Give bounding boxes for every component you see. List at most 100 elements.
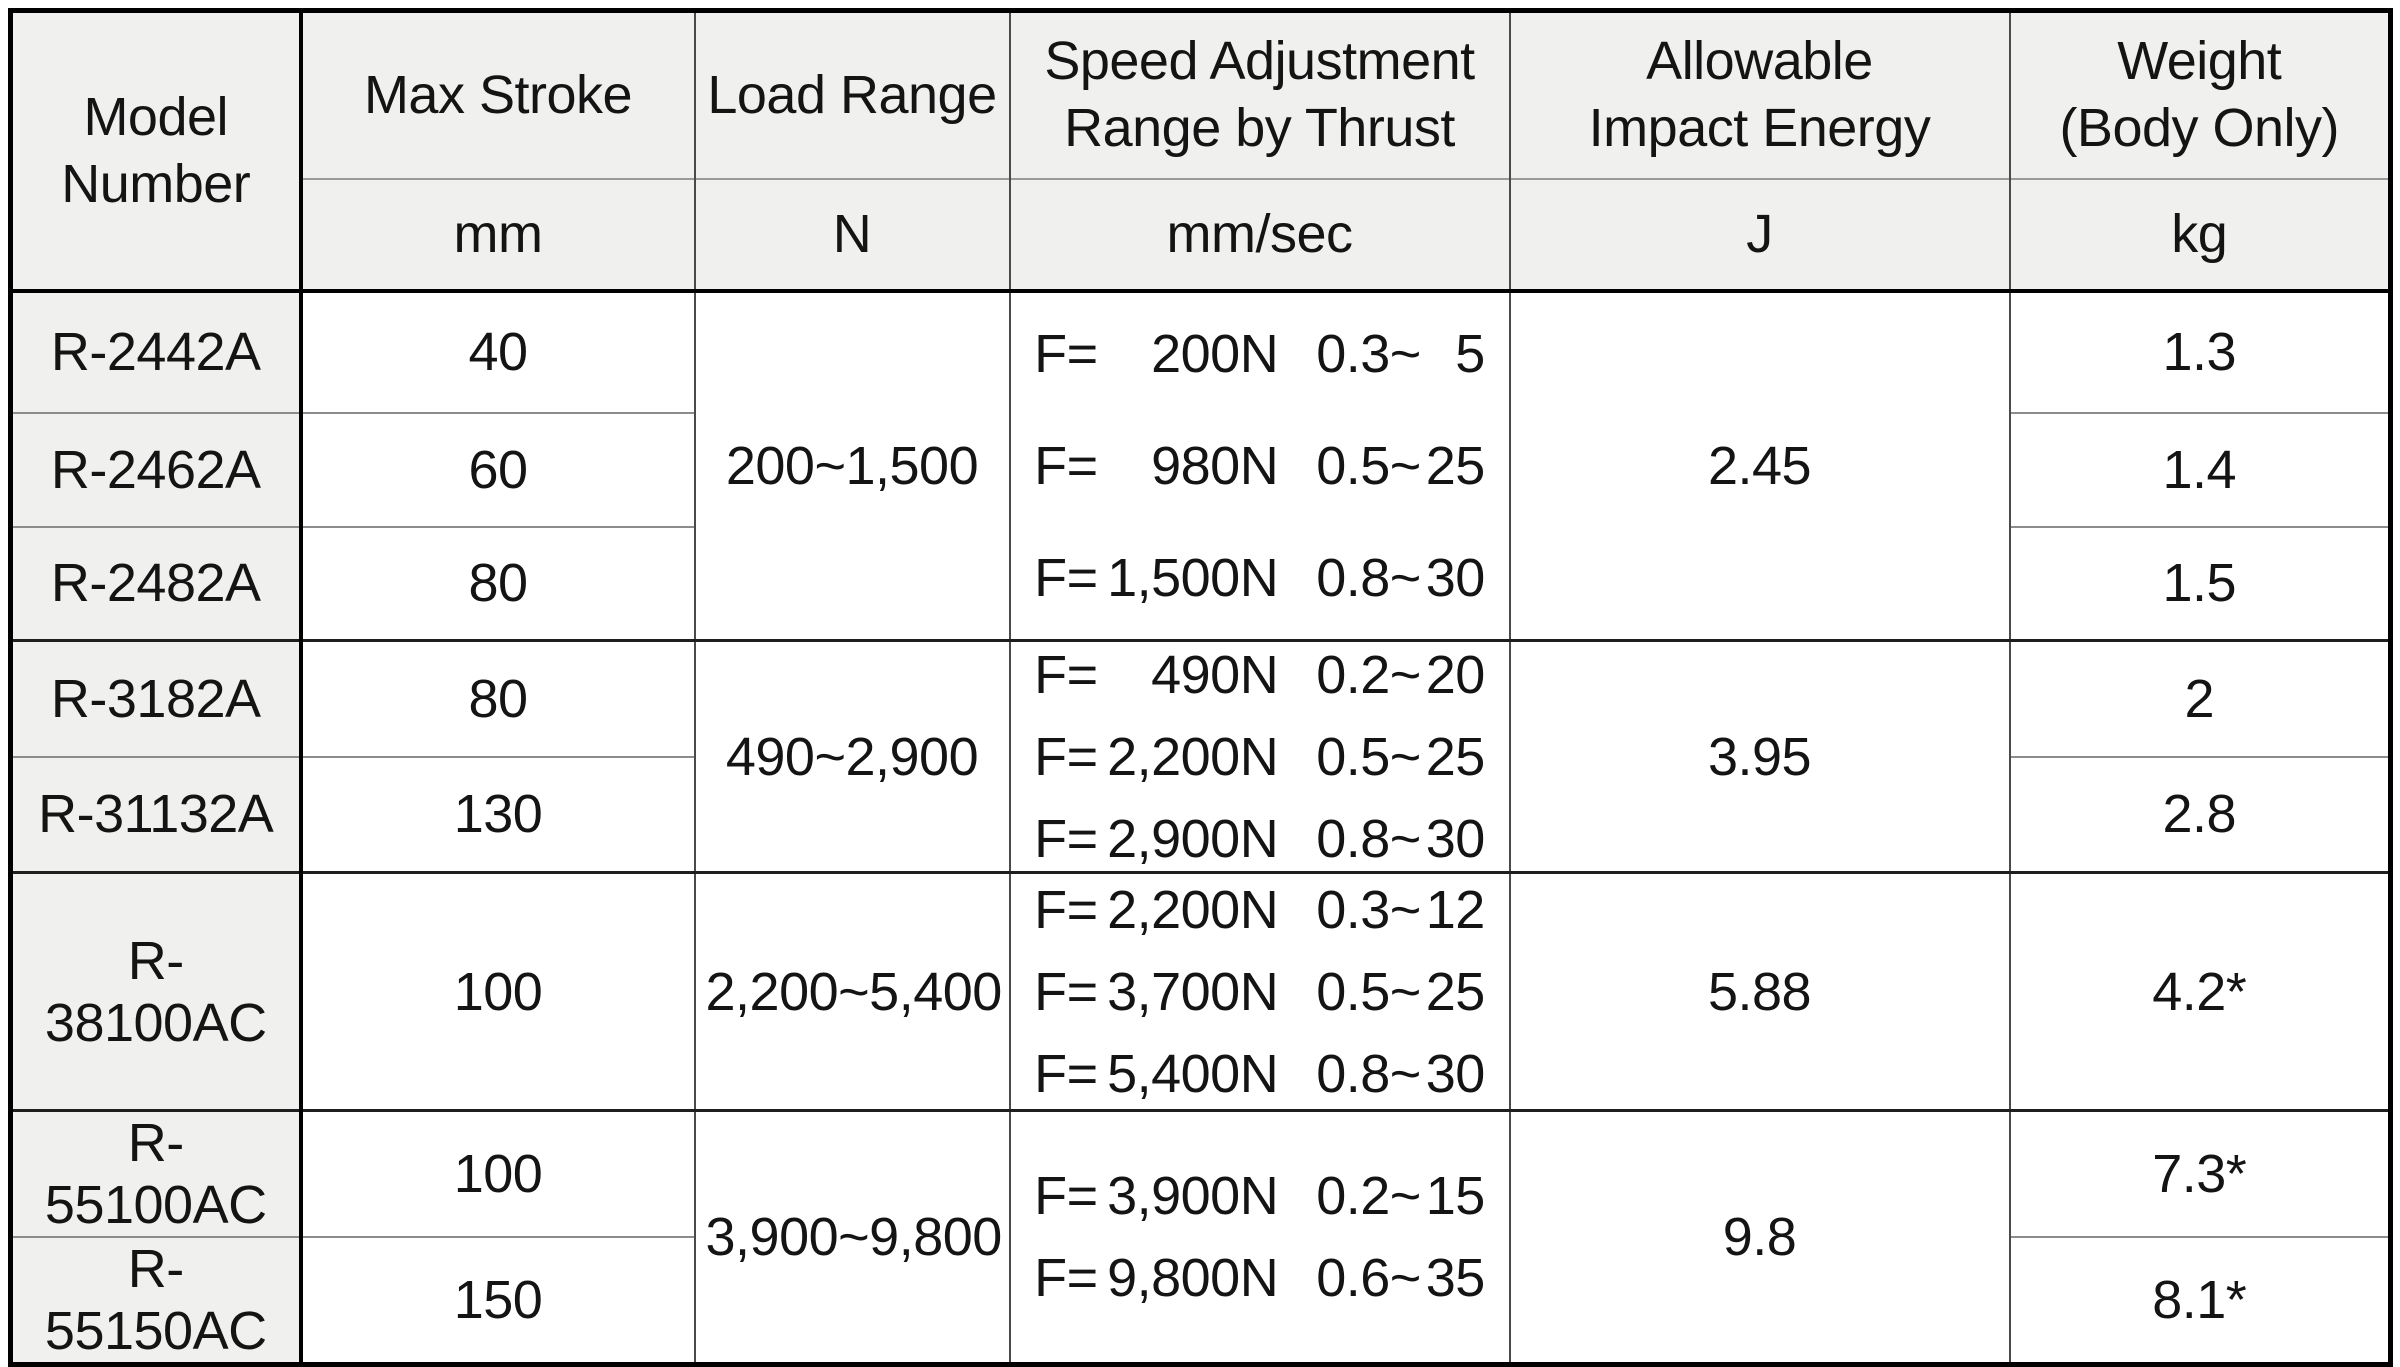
thrust-value: 5,400 xyxy=(1107,1043,1240,1104)
range-tilde: ~ xyxy=(1389,1166,1422,1226)
speed-range-low: 0.8 xyxy=(1316,808,1390,869)
speed-range-high: 25 xyxy=(1425,435,1486,496)
col-header-model-number: Model Number xyxy=(10,10,303,291)
load-range-cell: 3,900~9,800 xyxy=(693,1109,1010,1365)
speed-line: F= 2,200 N 0.5 ~25 xyxy=(1034,726,1485,788)
speed-range-low: 0.2 xyxy=(1316,1166,1390,1226)
range-tilde: ~ xyxy=(1389,726,1422,787)
col-header-allowable-impact-energy: Allowable Impact Energy xyxy=(1508,10,2010,179)
newton-unit: N xyxy=(1239,1166,1279,1226)
newton-unit: N xyxy=(1239,961,1279,1022)
range-tilde: ~ xyxy=(1389,644,1422,705)
load-range-cell: 2,200~5,400 xyxy=(693,871,1010,1111)
speed-lines: F= 2,200 N 0.3 ~12 F= 3,700 N 0.5 ~25 F= 5,400 N 0.… xyxy=(1034,879,1485,1105)
newton-unit: N xyxy=(1239,323,1279,384)
thrust-value: 3,900 xyxy=(1107,1166,1240,1226)
speed-range-high: 20 xyxy=(1425,644,1486,705)
thrust-value: 3,700 xyxy=(1107,961,1240,1022)
speed-line: F= 2,200 N 0.3 ~12 xyxy=(1034,879,1485,941)
unit-header-kg: kg xyxy=(2008,177,2391,291)
speed-lines: F= 3,900 N 0.2 ~15 F= 9,800 N 0.6 ~35 xyxy=(1034,1165,1485,1309)
weight-cell: 1.5 xyxy=(2008,525,2391,641)
impact-energy-cell: 9.8 xyxy=(1508,1109,2010,1365)
speed-range-low: 0.8 xyxy=(1316,547,1390,608)
thrust-prefix: F= xyxy=(1034,1043,1098,1104)
newton-unit: N xyxy=(1239,1248,1279,1308)
thrust-prefix: F= xyxy=(1034,435,1098,496)
thrust-prefix: F= xyxy=(1034,726,1098,787)
stroke-cell: 60 xyxy=(299,411,695,527)
speed-range-high: 30 xyxy=(1425,808,1486,869)
range-tilde: ~ xyxy=(1389,435,1422,496)
thrust-prefix: F= xyxy=(1034,879,1098,940)
thrust-value: 980 xyxy=(1151,435,1240,496)
speed-range-high: 30 xyxy=(1425,547,1486,608)
speed-cell: F= 2,200 N 0.3 ~12 F= 3,700 N 0.5 ~25 F= 5,400 N 0.… xyxy=(1008,871,1510,1111)
load-range-cell: 490~2,900 xyxy=(693,639,1010,873)
speed-range-low: 0.5 xyxy=(1316,435,1390,496)
newton-unit: N xyxy=(1239,644,1279,705)
unit-header-n: N xyxy=(693,177,1010,291)
newton-unit: N xyxy=(1239,808,1279,869)
col-header-weight: Weight (Body Only) xyxy=(2008,10,2391,179)
speed-range-high: 35 xyxy=(1425,1248,1486,1308)
thrust-value: 490 xyxy=(1151,644,1240,705)
thrust-value: 1,500 xyxy=(1107,547,1240,608)
speed-line: F= 490 N 0.2 ~20 xyxy=(1034,644,1485,706)
impact-energy-cell: 2.45 xyxy=(1508,288,2010,641)
unit-header-mm-sec: mm/sec xyxy=(1008,177,1510,291)
model-cell: R-2462A xyxy=(10,411,303,527)
stroke-cell: 130 xyxy=(299,755,695,873)
speed-line: F= 2,900 N 0.8 ~30 xyxy=(1034,808,1485,870)
speed-range-low: 0.2 xyxy=(1316,644,1390,705)
stroke-cell: 80 xyxy=(299,525,695,641)
speed-line: F= 5,400 N 0.8 ~30 xyxy=(1034,1043,1485,1105)
stroke-cell: 80 xyxy=(299,639,695,757)
unit-header-j: J xyxy=(1508,177,2010,291)
newton-unit: N xyxy=(1239,1043,1279,1104)
thrust-prefix: F= xyxy=(1034,808,1098,869)
speed-range-high: 15 xyxy=(1425,1166,1486,1226)
col-header-load-range: Load Range xyxy=(693,10,1010,179)
range-tilde: ~ xyxy=(1389,879,1422,940)
spec-table: Model Number Max Stroke Load Range Speed… xyxy=(8,8,2393,1367)
thrust-prefix: F= xyxy=(1034,961,1098,1022)
speed-cell: F= 490 N 0.2 ~20 F= 2,200 N 0.5 ~25 F= 2,900 N 0.8 ~… xyxy=(1008,639,1510,873)
weight-cell: 1.4 xyxy=(2008,411,2391,527)
weight-cell: 4.2* xyxy=(2008,871,2391,1111)
speed-range-low: 0.6 xyxy=(1316,1248,1390,1308)
speed-cell: F= 3,900 N 0.2 ~15 F= 9,800 N 0.6 ~35 xyxy=(1008,1109,1510,1365)
speed-range-high: 25 xyxy=(1425,961,1486,1022)
speed-range-low: 0.8 xyxy=(1316,1043,1390,1104)
range-tilde: ~ xyxy=(1389,547,1422,608)
speed-range-low: 0.3 xyxy=(1316,879,1390,940)
speed-line: F= 3,700 N 0.5 ~25 xyxy=(1034,961,1485,1023)
newton-unit: N xyxy=(1239,726,1279,787)
weight-cell: 1.3 xyxy=(2008,288,2391,413)
model-cell: R-2482A xyxy=(10,525,303,641)
speed-line: F= 3,900 N 0.2 ~15 xyxy=(1034,1165,1485,1227)
model-cell: R-55150AC xyxy=(10,1236,303,1365)
thrust-value: 200 xyxy=(1151,323,1240,384)
unit-header-mm: mm xyxy=(300,177,695,291)
range-tilde: ~ xyxy=(1389,1248,1422,1308)
speed-line: F= 200 N 0.3 ~5 xyxy=(1034,323,1485,385)
model-cell: R-31132A xyxy=(10,755,303,873)
impact-energy-cell: 5.88 xyxy=(1508,871,2010,1111)
newton-unit: N xyxy=(1239,435,1279,496)
weight-cell: 2.8 xyxy=(2008,755,2391,873)
range-tilde: ~ xyxy=(1389,1043,1422,1104)
speed-line: F= 9,800 N 0.6 ~35 xyxy=(1034,1247,1485,1309)
speed-range-high: 25 xyxy=(1425,726,1486,787)
thrust-value: 2,900 xyxy=(1107,808,1240,869)
weight-cell: 2 xyxy=(2008,639,2391,757)
thrust-prefix: F= xyxy=(1034,1166,1098,1226)
impact-energy-cell: 3.95 xyxy=(1508,639,2010,873)
stroke-cell: 100 xyxy=(299,871,695,1111)
speed-lines: F= 200 N 0.3 ~5 F= 980 N 0.5 ~25 F= 1,500 N 0.8 ~30 xyxy=(1034,323,1485,609)
thrust-prefix: F= xyxy=(1034,323,1098,384)
range-tilde: ~ xyxy=(1389,808,1422,869)
thrust-value: 2,200 xyxy=(1107,879,1240,940)
speed-line: F= 980 N 0.5 ~25 xyxy=(1034,435,1485,497)
